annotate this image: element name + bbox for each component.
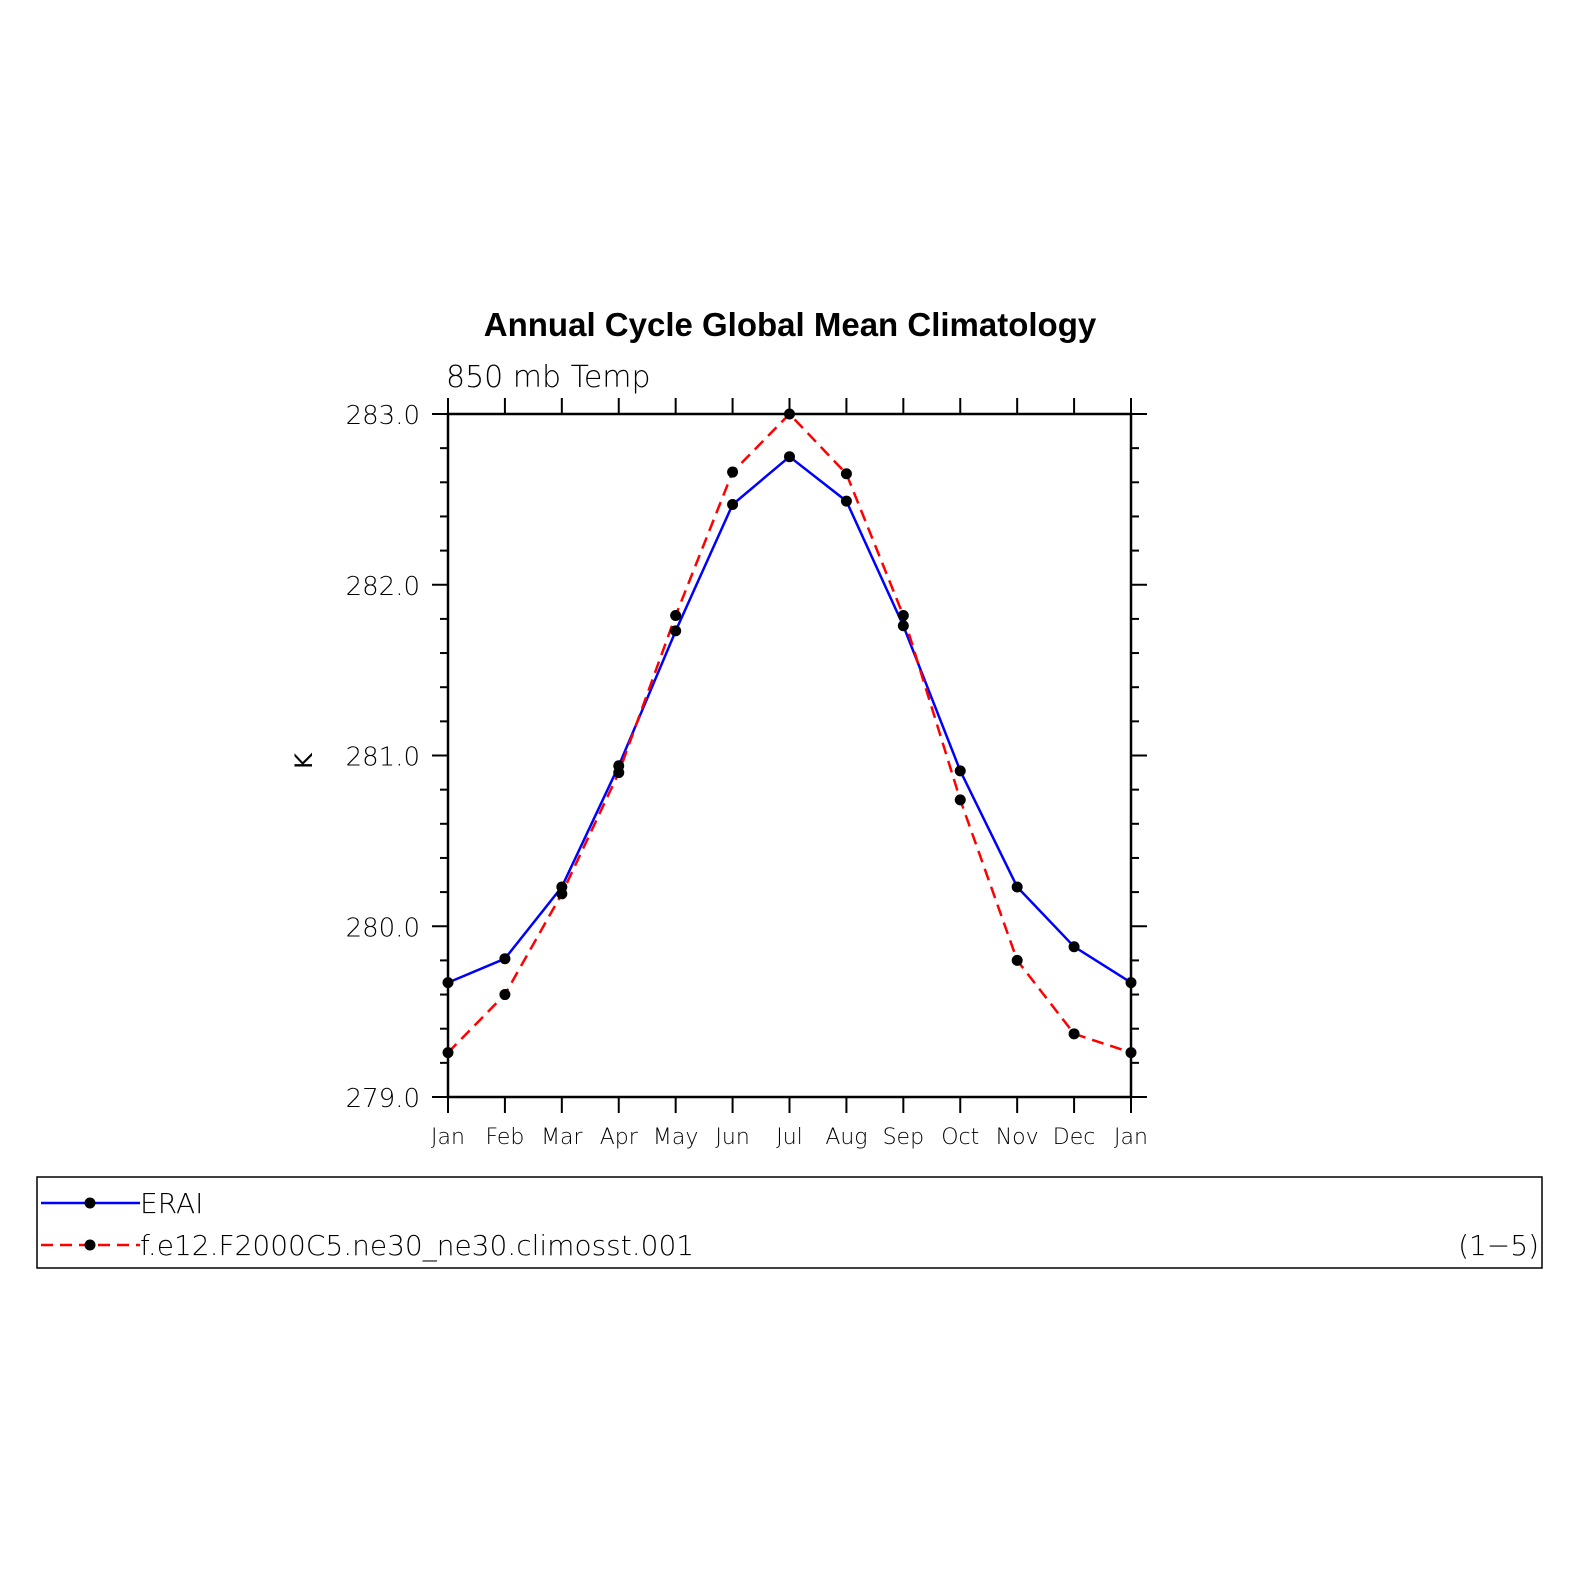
legend-marker-erai — [84, 1197, 96, 1209]
series-line-0 — [447, 455, 1132, 984]
plot-frame — [446, 412, 1133, 1099]
x-tick-label: Jun — [715, 1125, 749, 1150]
series-0-point — [1068, 941, 1080, 953]
series-1-point — [1068, 1028, 1080, 1040]
plot-border — [446, 412, 1133, 1099]
legend: ERAI f.e12.F2000C5.ne30_ne30.climosst.00… — [36, 1176, 1543, 1269]
series-1-point — [670, 609, 682, 621]
series-1-point — [499, 989, 511, 1001]
series-1-point — [613, 767, 625, 779]
x-tick-label: Mar — [541, 1125, 583, 1150]
legend-box — [36, 1176, 1543, 1269]
legend-marker-model — [84, 1239, 96, 1251]
series-line-1 — [447, 412, 1132, 1054]
legend-label-model: f.e12.F2000C5.ne30_ne30.climosst.001 — [140, 1229, 694, 1263]
x-tick-label: Nov — [996, 1125, 1039, 1150]
axes: 279.0 280.0 281.0 282.0 283.0 Jan Feb Mar Apr May… — [346, 398, 1148, 1150]
series-0-point — [727, 498, 739, 510]
x-tick-label: Oct — [941, 1125, 979, 1150]
legend-label-erai: ERAI — [140, 1187, 203, 1220]
x-tick-label: Jul — [776, 1125, 803, 1150]
y-axis-label: K — [290, 752, 318, 769]
series-0-point — [442, 977, 454, 989]
y-tick-label: 283.0 — [346, 401, 420, 431]
series-1-point — [556, 888, 568, 900]
series-1-point — [840, 468, 852, 480]
series-0-point — [784, 451, 795, 463]
x-tick-label: Aug — [825, 1125, 867, 1150]
chart-title: Annual Cycle Global Mean Climatology — [484, 306, 1097, 343]
series-1-point — [1125, 1047, 1137, 1059]
y-tick-label: 281.0 — [346, 743, 420, 773]
y-tick-label: 282.0 — [346, 572, 420, 602]
x-tick-label: Jan — [431, 1125, 465, 1150]
series-1-point — [1011, 954, 1023, 966]
series-1-point — [727, 466, 739, 478]
series-0-point — [954, 765, 966, 777]
series-1-point — [784, 408, 795, 420]
x-tick-label: May — [653, 1125, 698, 1150]
series-1-point — [897, 609, 909, 621]
y-tick-label: 280.0 — [346, 913, 420, 943]
series-0-point — [840, 495, 852, 507]
series-1-point — [442, 1047, 454, 1059]
series-0-point — [1011, 881, 1023, 893]
chart-subtitle: 850 mb Temp — [446, 360, 651, 395]
x-tick-label: Apr — [600, 1125, 639, 1150]
series-0-point — [897, 620, 909, 632]
y-tick-label: 279.0 — [346, 1084, 420, 1114]
series-0-point — [670, 625, 682, 637]
series-0-point — [499, 953, 511, 965]
x-tick-label: Dec — [1053, 1125, 1096, 1150]
x-tick-label: Sep — [883, 1125, 924, 1150]
series-1-point — [954, 794, 966, 806]
series-0-point — [1125, 977, 1137, 989]
legend-annotation: (1−5) — [1458, 1229, 1539, 1262]
x-tick-label: Jan — [1114, 1125, 1148, 1150]
series-layer — [442, 408, 1137, 1059]
x-tick-label: Feb — [485, 1125, 524, 1150]
